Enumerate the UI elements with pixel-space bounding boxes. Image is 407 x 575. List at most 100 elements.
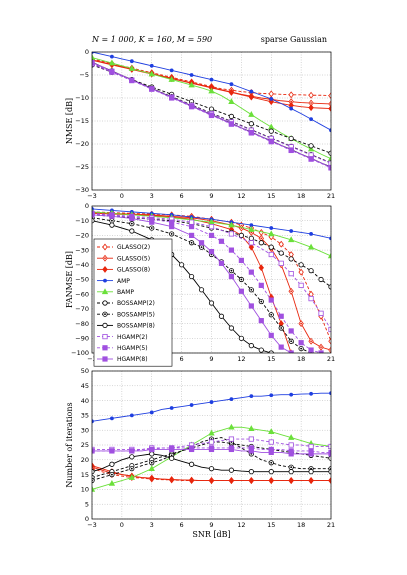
data-point xyxy=(298,282,304,288)
data-point xyxy=(238,288,244,294)
data-point xyxy=(248,343,254,349)
x-tick-label: 6 xyxy=(180,521,184,529)
data-point xyxy=(248,93,255,101)
series-line-bossamp5 xyxy=(92,217,312,353)
data-point xyxy=(169,406,174,410)
data-point xyxy=(327,252,331,259)
data-point xyxy=(329,391,331,396)
x-tick-label: 6 xyxy=(180,355,184,363)
data-point xyxy=(108,479,116,486)
data-point xyxy=(188,103,195,109)
data-point-center xyxy=(150,461,153,464)
data-point xyxy=(248,269,254,275)
data-point xyxy=(288,451,294,457)
figure-header-right: sparse Gaussian xyxy=(261,35,327,44)
y-axis-label: FANMSE [dB] xyxy=(65,251,74,308)
x-tick-label: 6 xyxy=(180,192,184,200)
data-point xyxy=(208,477,215,484)
data-point xyxy=(208,300,215,306)
data-point xyxy=(229,397,234,402)
data-point xyxy=(287,236,295,243)
data-point xyxy=(308,143,314,149)
data-point xyxy=(229,82,234,87)
data-point xyxy=(308,469,314,475)
data-point-center xyxy=(230,269,233,272)
legend-marker-center xyxy=(104,257,106,260)
legend-entry: HGAMP(8) xyxy=(117,356,148,363)
data-point xyxy=(248,477,255,484)
data-point-center xyxy=(280,327,283,329)
data-point xyxy=(328,92,331,100)
data-point xyxy=(327,155,331,162)
data-point xyxy=(208,429,215,436)
data-point xyxy=(248,111,255,117)
data-point xyxy=(308,156,314,162)
y-tick-label: −90 xyxy=(75,335,89,343)
data-point-center xyxy=(270,313,273,316)
data-point xyxy=(269,226,274,230)
data-point xyxy=(268,332,274,338)
y-tick-label: −80 xyxy=(75,320,89,328)
data-point xyxy=(307,145,315,152)
data-point xyxy=(298,340,304,346)
series-line-hgamp2 xyxy=(92,212,331,330)
data-point xyxy=(309,391,313,396)
legend-entry: GLASSO(5) xyxy=(117,255,150,262)
legend-marker xyxy=(102,300,108,306)
data-point xyxy=(92,53,96,60)
data-point xyxy=(268,230,275,237)
data-point xyxy=(298,262,304,268)
data-point xyxy=(129,228,135,234)
data-point xyxy=(169,68,174,73)
y-tick-label: −5 xyxy=(79,71,89,79)
legend-marker xyxy=(101,288,109,295)
y-axis-label: NMSE [dB] xyxy=(65,98,74,144)
data-point-center xyxy=(111,473,113,476)
data-point xyxy=(129,413,134,418)
x-tick-label: 21 xyxy=(327,355,335,363)
data-point xyxy=(289,229,294,233)
data-point xyxy=(228,89,235,96)
data-point xyxy=(92,52,94,54)
data-point xyxy=(218,260,225,266)
data-point xyxy=(129,77,135,83)
data-point xyxy=(228,325,235,331)
data-point xyxy=(318,276,324,283)
y-tick-label: −50 xyxy=(75,276,89,284)
data-point xyxy=(328,105,331,113)
legend-entry: BOSSAMP(5) xyxy=(117,311,155,318)
data-point xyxy=(168,76,175,82)
x-tick-label: 21 xyxy=(327,192,335,200)
data-point-center xyxy=(310,102,312,104)
data-point xyxy=(309,117,313,122)
data-point xyxy=(308,347,314,353)
data-point xyxy=(248,303,254,309)
data-point xyxy=(109,68,115,74)
data-point xyxy=(248,448,254,454)
y-tick-label: 0 xyxy=(85,48,89,56)
data-point xyxy=(129,59,134,64)
x-tick-label: 12 xyxy=(237,521,245,529)
data-point xyxy=(328,346,331,353)
data-point xyxy=(268,428,275,434)
data-point xyxy=(258,264,265,272)
data-point xyxy=(110,416,114,421)
data-point xyxy=(198,240,205,246)
data-point xyxy=(228,98,235,104)
y-tick-label: −20 xyxy=(75,140,89,148)
data-point xyxy=(307,243,315,250)
y-tick-label: 0 xyxy=(85,515,89,523)
data-point xyxy=(329,236,331,241)
y-tick-label: 40 xyxy=(81,397,89,405)
data-point-center xyxy=(260,237,263,240)
y-tick-label: 20 xyxy=(81,456,89,464)
data-point xyxy=(188,219,195,225)
data-point xyxy=(328,100,331,108)
x-tick-label: 18 xyxy=(297,355,305,363)
data-point xyxy=(228,467,235,473)
legend-marker xyxy=(102,333,108,340)
data-point xyxy=(188,273,195,280)
legend-marker xyxy=(102,356,108,362)
y-tick-label: −15 xyxy=(75,117,89,125)
data-point xyxy=(268,251,274,258)
